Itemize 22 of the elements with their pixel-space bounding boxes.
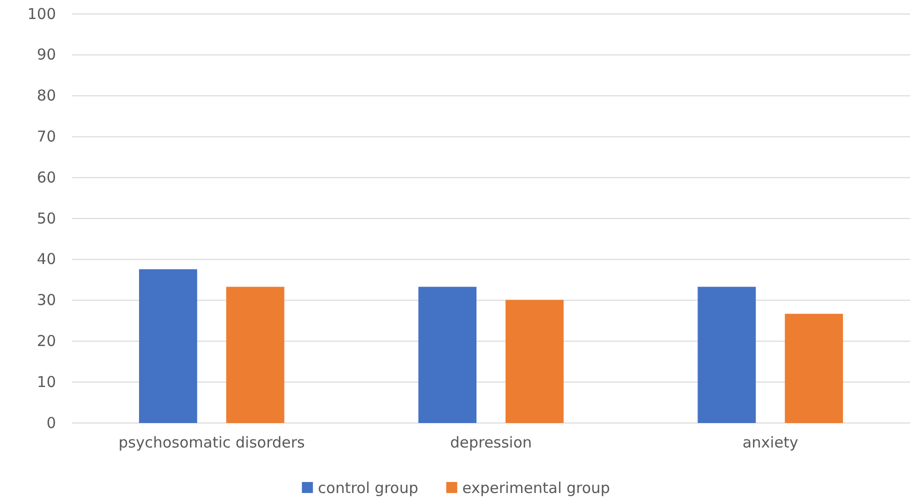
- y-tick-label: 70: [36, 128, 56, 146]
- bar: [418, 286, 476, 423]
- y-tick-label: 80: [36, 86, 56, 105]
- y-tick-label: 60: [36, 168, 56, 186]
- y-tick-label: 90: [36, 46, 56, 64]
- bar: [139, 269, 198, 423]
- legend-label: experimental group: [462, 479, 610, 497]
- bar: [506, 300, 564, 423]
- y-tick-label: 50: [36, 209, 56, 228]
- y-tick-label: 20: [36, 332, 56, 350]
- x-tick-label: psychosomatic disorders: [118, 434, 306, 452]
- bar: [784, 314, 843, 423]
- bar: [698, 286, 756, 423]
- y-tick-label: 40: [36, 250, 56, 268]
- x-tick-label: anxiety: [742, 434, 798, 452]
- y-tick-label: 0: [46, 414, 56, 432]
- bar: [226, 286, 284, 423]
- y-tick-label: 100: [27, 4, 56, 23]
- y-tick-label: 30: [36, 291, 56, 310]
- y-tick-label: 10: [36, 372, 56, 391]
- legend-label: control group: [318, 479, 418, 497]
- x-tick-label: depression: [450, 434, 532, 452]
